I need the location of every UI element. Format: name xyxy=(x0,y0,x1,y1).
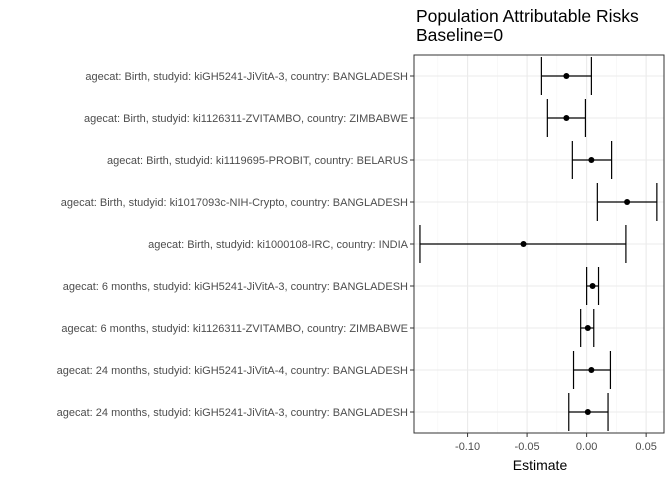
estimate-point xyxy=(588,367,595,373)
y-tick-label: agecat: 6 months, studyid: ki1126311-ZVI… xyxy=(61,323,408,335)
x-tick-label: -0.05 xyxy=(515,441,540,453)
estimate-point xyxy=(624,199,631,205)
x-tick-label: 0.05 xyxy=(635,441,656,453)
estimate-point xyxy=(584,325,591,331)
estimate-point xyxy=(563,115,570,121)
x-axis-title: Estimate xyxy=(513,457,568,473)
y-tick-label: agecat: Birth, studyid: kiGH5241-JiVitA-… xyxy=(85,71,408,83)
y-tick-label: agecat: Birth, studyid: ki1017093c-NIH-C… xyxy=(61,197,408,209)
chart-subtitle: Baseline=0 xyxy=(416,25,503,45)
x-tick-label: 0.00 xyxy=(576,441,597,453)
estimate-point xyxy=(563,73,570,79)
x-tick-label: -0.10 xyxy=(455,441,480,453)
y-tick-label: agecat: Birth, studyid: ki1126311-ZVITAM… xyxy=(84,113,408,125)
estimate-point xyxy=(520,241,527,247)
estimate-point xyxy=(589,283,596,289)
y-tick-label: agecat: Birth, studyid: ki1119695-PROBIT… xyxy=(107,155,408,167)
estimate-point xyxy=(588,157,595,163)
estimate-point xyxy=(584,409,591,415)
y-tick-label: agecat: 24 months, studyid: kiGH5241-JiV… xyxy=(57,407,408,419)
y-tick-label: agecat: 6 months, studyid: kiGH5241-JiVi… xyxy=(63,281,408,293)
chart-title: Population Attributable Risks xyxy=(416,6,639,26)
plot-panel: agecat: Birth, studyid: kiGH5241-JiVitA-… xyxy=(57,54,665,453)
y-tick-label: agecat: 24 months, studyid: kiGH5241-JiV… xyxy=(57,365,408,377)
y-tick-label: agecat: Birth, studyid: ki1000108-IRC, c… xyxy=(148,239,409,251)
